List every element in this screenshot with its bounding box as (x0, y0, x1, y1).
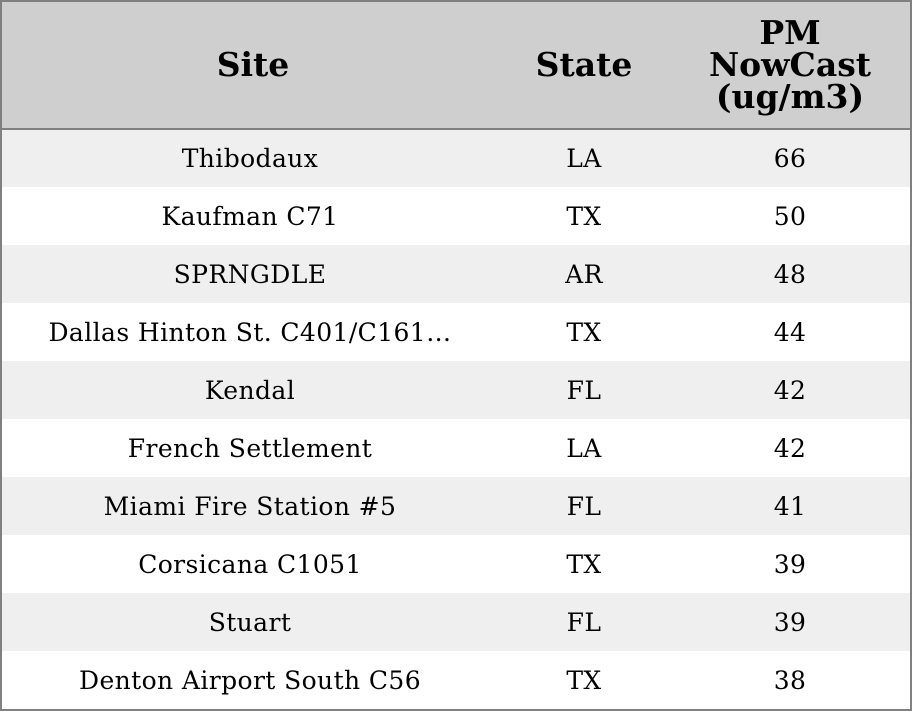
cell-state: TX (566, 201, 602, 231)
cell-pm: 50 (773, 201, 807, 231)
cell-state: AR (565, 259, 603, 289)
table-row: Denton Airport South C56 TX 38 (2, 651, 910, 709)
cell-state: LA (566, 433, 602, 463)
cell-state: FL (566, 491, 602, 521)
cell-site: Dallas Hinton St. C401/C161… (48, 317, 452, 347)
cell-state: FL (566, 375, 602, 405)
header-row: Site State PM NowCast (ug/m3) (2, 2, 910, 130)
cell-pm: 66 (773, 144, 807, 173)
cell-state: TX (566, 317, 602, 347)
header-pm-line-1: PM (759, 13, 821, 52)
cell-state: TX (566, 665, 602, 695)
header-state: State (498, 2, 670, 130)
table-row: Kaufman C71 TX 50 (2, 187, 910, 245)
header-pm-line-3: (ug/m3) (715, 77, 865, 116)
cell-site: Corsicana C1051 (138, 549, 362, 579)
cell-site: Stuart (208, 607, 292, 637)
cell-pm: 44 (773, 317, 807, 347)
table-row: Stuart FL 39 (2, 593, 910, 651)
cell-site: Miami Fire Station #5 (103, 491, 397, 521)
header-pm-line-2: NowCast (708, 45, 872, 84)
cell-site: SPRNGDLE (173, 259, 327, 289)
table-row: Corsicana C1051 TX 39 (2, 535, 910, 593)
cell-pm: 41 (773, 491, 807, 521)
table-row: SPRNGDLE AR 48 (2, 245, 910, 303)
table-row: Kendal FL 42 (2, 361, 910, 419)
table-row: Dallas Hinton St. C401/C161… TX 44 (2, 303, 910, 361)
table-row: French Settlement LA 42 (2, 419, 910, 477)
cell-state: FL (566, 607, 602, 637)
cell-pm: 42 (773, 433, 807, 463)
cell-site: Kendal (204, 375, 296, 405)
cell-state: LA (566, 144, 602, 173)
cell-site: French Settlement (127, 433, 373, 463)
cell-pm: 42 (773, 375, 807, 405)
cell-site: Thibodaux (181, 144, 319, 173)
table-row: Thibodaux LA 66 (2, 129, 910, 187)
cell-pm: 39 (773, 607, 807, 637)
cell-state: TX (566, 549, 602, 579)
cell-pm: 38 (773, 665, 807, 695)
cell-site: Denton Airport South C56 (79, 665, 421, 695)
cell-pm: 39 (773, 549, 807, 579)
header-site: Site (2, 2, 498, 130)
header-pm-nowcast: PM NowCast (ug/m3) (670, 2, 910, 130)
cell-pm: 48 (773, 259, 807, 289)
table-row: Miami Fire Station #5 FL 41 (2, 477, 910, 535)
cell-site: Kaufman C71 (161, 201, 339, 231)
